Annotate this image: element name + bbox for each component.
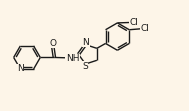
Text: N: N [83,38,89,47]
Text: N: N [17,64,24,73]
Text: Cl: Cl [129,18,138,27]
Text: NH: NH [66,54,79,63]
Text: Cl: Cl [141,24,150,33]
Text: O: O [49,39,56,48]
Text: S: S [82,62,88,71]
